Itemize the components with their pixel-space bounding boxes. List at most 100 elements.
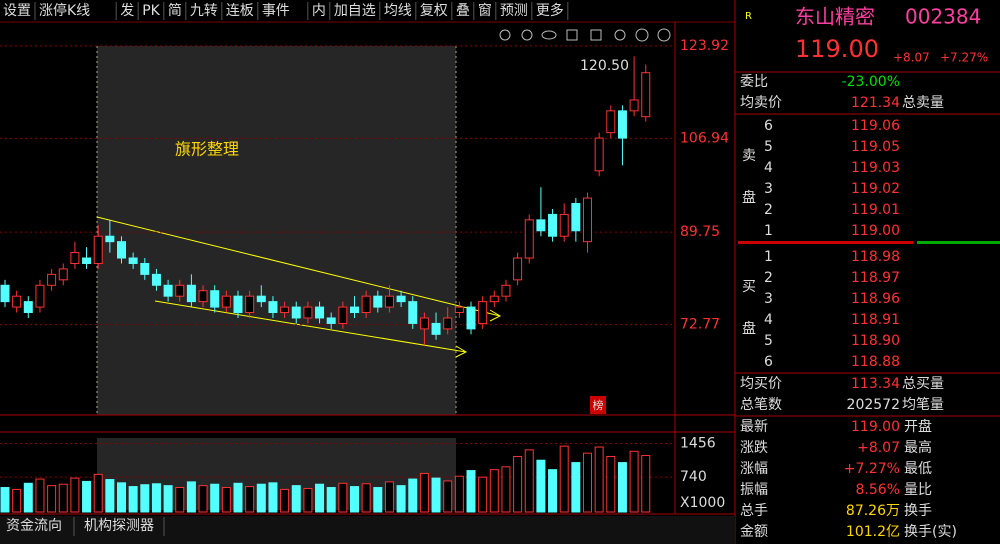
candle-body [23, 301, 33, 314]
label: 总买量 [902, 376, 944, 392]
toolbar-button[interactable]: 叠 [456, 3, 470, 19]
toolbar-button[interactable]: 简 [168, 2, 182, 19]
toolbar-button[interactable]: 发 [120, 3, 134, 19]
volume-bar [151, 483, 161, 513]
volume-bar [82, 480, 92, 513]
value: 202572 [847, 397, 900, 413]
volume-bar [431, 477, 441, 513]
level-price: 118.98 [851, 249, 900, 265]
toolbar-button[interactable]: 加自选 [334, 3, 376, 19]
volume-bar [361, 483, 371, 513]
volume-bar [478, 476, 488, 513]
candle-body [431, 322, 441, 335]
toolbar-button[interactable]: 内 [312, 3, 326, 19]
arrow [455, 345, 468, 358]
volume-bar [128, 486, 138, 513]
volume-bar [35, 478, 45, 513]
toolbar-button[interactable]: 更多 [536, 2, 564, 19]
candle-body [373, 295, 383, 308]
volume-bar [117, 482, 126, 513]
candle-body [151, 273, 161, 286]
volume-tick-label: 1456 [680, 435, 716, 451]
volume-bar [245, 486, 255, 513]
volume-bar [594, 446, 604, 513]
toolbar-button[interactable]: PK [142, 3, 160, 19]
volume-bar [338, 482, 348, 513]
level: 5 [764, 333, 773, 349]
label: 均买价 [740, 376, 782, 392]
tab-bar [0, 516, 735, 544]
candle-body [175, 284, 185, 297]
toolbar-button[interactable]: 设置 [3, 3, 31, 19]
volume-bar [548, 469, 558, 513]
candle-body [629, 99, 639, 112]
candle-body [338, 306, 348, 324]
candle-body [396, 295, 406, 303]
volume-bar [186, 481, 196, 513]
candle-body [315, 306, 325, 319]
tab[interactable]: 机构探测器 [84, 518, 154, 534]
volume-bar [175, 487, 185, 513]
volume-bar [58, 483, 68, 513]
level-price: 119.06 [851, 118, 900, 134]
volume-bar [501, 466, 511, 513]
stat-label: 最低 [904, 461, 932, 477]
candle-body [617, 110, 627, 139]
volume-bar [280, 488, 290, 513]
toolbar-button[interactable]: 涨停K线 [39, 2, 90, 19]
toolbar-button[interactable]: 预测 [500, 3, 528, 19]
flag: R [745, 11, 752, 22]
toolbar-button[interactable]: 九转 [190, 3, 218, 19]
stat-label: 最高 [904, 439, 932, 456]
level: 6 [764, 118, 773, 134]
stat-label: 涨幅 [740, 461, 768, 477]
level: 4 [764, 312, 773, 328]
volume-bar [384, 481, 394, 513]
toolbar-button[interactable]: 连板 [226, 3, 254, 19]
level: 3 [764, 181, 773, 197]
level: 5 [764, 139, 773, 155]
toolbar-button[interactable]: 事件 [262, 3, 290, 19]
stat-label: 开盘 [904, 418, 932, 435]
stat-value: 101.2亿 [846, 524, 900, 540]
stat-label: 涨跌 [740, 440, 768, 456]
level: 2 [764, 202, 773, 218]
y-tick-label: 89.75 [680, 224, 720, 240]
volume-bar [559, 445, 569, 513]
candle-body [559, 213, 569, 237]
candle-body [128, 257, 138, 264]
candle-body [606, 110, 616, 134]
level-price: 118.96 [851, 291, 900, 307]
volume-bar [617, 462, 627, 513]
candle-body [210, 290, 220, 308]
candle-body [291, 306, 301, 319]
volume-bar [47, 485, 57, 513]
volume-bar [629, 450, 639, 513]
side-label: 买 [742, 279, 756, 295]
tab[interactable]: 资金流向 [6, 518, 62, 534]
volume-unit: X1000 [680, 495, 725, 511]
candle-body [489, 295, 499, 303]
candle-body [583, 197, 592, 243]
candle-body [548, 213, 558, 237]
toolbar-button[interactable]: 复权 [420, 2, 448, 19]
candle-body [47, 273, 57, 286]
volume-bar [373, 487, 383, 513]
volume-bar [466, 470, 476, 513]
toolbar-button[interactable]: 窗 [478, 2, 492, 19]
stat-label: 换手 [904, 502, 932, 519]
arrow [489, 309, 502, 322]
stat-value: 119.00 [851, 419, 900, 435]
candle-body [0, 284, 10, 303]
label: 总卖量 [902, 95, 944, 111]
volume-bar [12, 488, 22, 513]
candle-body [35, 284, 45, 308]
toolbar-button[interactable]: 均线 [384, 3, 412, 19]
candle-body [408, 301, 418, 324]
chart-tools[interactable] [499, 28, 671, 42]
candle-body [58, 268, 68, 281]
volume-bar [105, 479, 115, 513]
volume-bar [350, 486, 359, 513]
candle-body [117, 241, 126, 259]
